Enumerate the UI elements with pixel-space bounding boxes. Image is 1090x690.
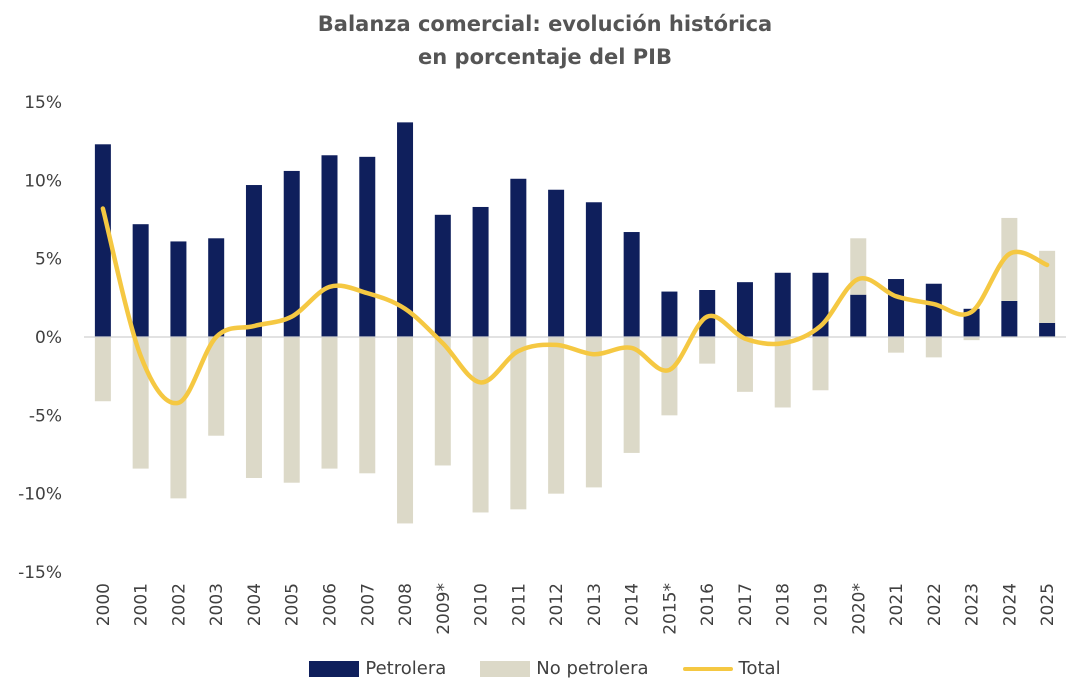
bar-petrolera	[472, 206, 489, 337]
x-tick-label: 2005	[283, 583, 303, 626]
legend-item-petrolera: Petrolera	[309, 658, 446, 679]
bar-petrolera	[283, 170, 300, 337]
y-tick-label: -10%	[18, 485, 62, 505]
x-tick-label: 2017	[736, 583, 756, 626]
bar-petrolera	[661, 291, 678, 337]
bar-no-petrolera	[623, 337, 640, 453]
bar-petrolera	[245, 185, 262, 337]
x-tick-label: 2012	[547, 583, 567, 626]
chart-title-line-2: en porcentaje del PIB	[418, 45, 672, 69]
bar-no-petrolera	[283, 337, 300, 483]
bar-no-petrolera	[208, 337, 225, 436]
bar-petrolera	[132, 224, 149, 337]
x-tick-label: 2023	[963, 583, 983, 626]
x-tick-label: 2016	[698, 583, 718, 626]
legend-item-total: Total	[682, 658, 781, 679]
bar-no-petrolera	[661, 337, 678, 416]
bar-no-petrolera	[699, 337, 716, 364]
bar-petrolera	[397, 122, 414, 337]
legend-swatch-total	[682, 666, 733, 671]
y-tick-label: 10%	[24, 171, 62, 191]
bar-no-petrolera	[736, 337, 753, 392]
x-tick-label: 2011	[509, 583, 529, 626]
x-tick-label: 2002	[169, 583, 189, 626]
legend-label-petrolera: Petrolera	[365, 658, 447, 679]
bar-no-petrolera	[321, 337, 338, 469]
x-tick-label: 2019	[812, 583, 832, 626]
chart-legend: Petrolera No petrolera Total	[0, 658, 1090, 679]
line-total	[100, 206, 1050, 406]
bar-petrolera	[321, 155, 338, 337]
bar-no-petrolera	[94, 337, 111, 402]
bar-no-petrolera	[812, 337, 829, 391]
x-tick-label: 2006	[321, 583, 341, 626]
bar-no-petrolera	[850, 238, 867, 295]
bar-petrolera	[623, 232, 640, 337]
x-tick-label: 2010	[472, 583, 492, 626]
bar-petrolera	[925, 283, 942, 337]
chart-plot: -15% -10% -5% 0% 5% 10% 15% 2000 2001 2002 2003 200…	[18, 93, 1066, 635]
bar-no-petrolera	[774, 337, 791, 408]
legend-swatch-no-petrolera	[480, 660, 531, 677]
legend-label-total: Total	[738, 658, 781, 679]
y-tick-label: 15%	[24, 93, 62, 113]
bar-petrolera	[699, 290, 716, 337]
chart-title: Balanza comercial: evolución histórica e…	[0, 8, 1090, 74]
bar-petrolera	[359, 156, 376, 337]
bar-petrolera	[850, 294, 867, 337]
y-tick-label: -15%	[18, 563, 62, 583]
x-tick-label: 2024	[1000, 583, 1020, 626]
x-tick-label: 2015*	[660, 583, 680, 635]
bar-petrolera	[585, 202, 602, 337]
y-tick-label: -5%	[29, 406, 62, 426]
legend-swatch-petrolera	[309, 660, 360, 677]
x-tick-label: 2020*	[849, 583, 869, 635]
x-tick-label: 2009*	[434, 583, 454, 635]
x-tick-label: 2007	[358, 583, 378, 626]
chart-title-line-1: Balanza comercial: evolución histórica	[317, 12, 773, 36]
bar-no-petrolera	[585, 337, 602, 488]
bar-petrolera	[1001, 300, 1018, 337]
bar-petrolera	[548, 189, 565, 337]
x-tick-label: 2008	[396, 583, 416, 626]
bar-no-petrolera	[170, 337, 187, 499]
bar-no-petrolera	[472, 337, 489, 513]
bar-no-petrolera	[397, 337, 414, 524]
bar-petrolera	[434, 214, 451, 337]
bar-no-petrolera	[434, 337, 451, 466]
bar-no-petrolera	[359, 337, 376, 474]
bar-no-petrolera	[510, 337, 527, 510]
legend-item-no-petrolera: No petrolera	[480, 658, 649, 679]
bar-no-petrolera	[548, 337, 565, 494]
x-tick-label: 2021	[887, 583, 907, 626]
bar-petrolera	[510, 178, 527, 337]
bar-no-petrolera	[925, 337, 942, 358]
bar-petrolera	[208, 238, 225, 337]
x-tick-label: 2004	[245, 583, 265, 626]
bar-no-petrolera	[1039, 250, 1056, 323]
bar-petrolera	[888, 279, 905, 337]
bar-no-petrolera	[963, 337, 980, 341]
x-tick-label: 2000	[94, 583, 114, 626]
bar-no-petrolera	[888, 337, 905, 353]
legend-label-no-petrolera: No petrolera	[536, 658, 649, 679]
bar-petrolera	[1039, 322, 1056, 337]
y-tick-label: 5%	[35, 250, 62, 270]
x-tick-label: 2003	[207, 583, 227, 626]
bar-petrolera	[94, 144, 111, 337]
x-tick-label: 2014	[623, 583, 643, 626]
bar-no-petrolera	[245, 337, 262, 478]
x-tick-label: 2001	[132, 583, 152, 626]
y-tick-label: 0%	[35, 328, 62, 348]
bar-petrolera	[774, 272, 791, 337]
x-tick-label: 2013	[585, 583, 605, 626]
bar-petrolera	[170, 241, 187, 337]
bar-no-petrolera	[1001, 217, 1018, 301]
x-tick-label: 2022	[925, 583, 945, 626]
x-tick-label: 2025	[1038, 583, 1058, 626]
x-tick-label: 2018	[774, 583, 794, 626]
bar-petrolera	[736, 282, 753, 337]
